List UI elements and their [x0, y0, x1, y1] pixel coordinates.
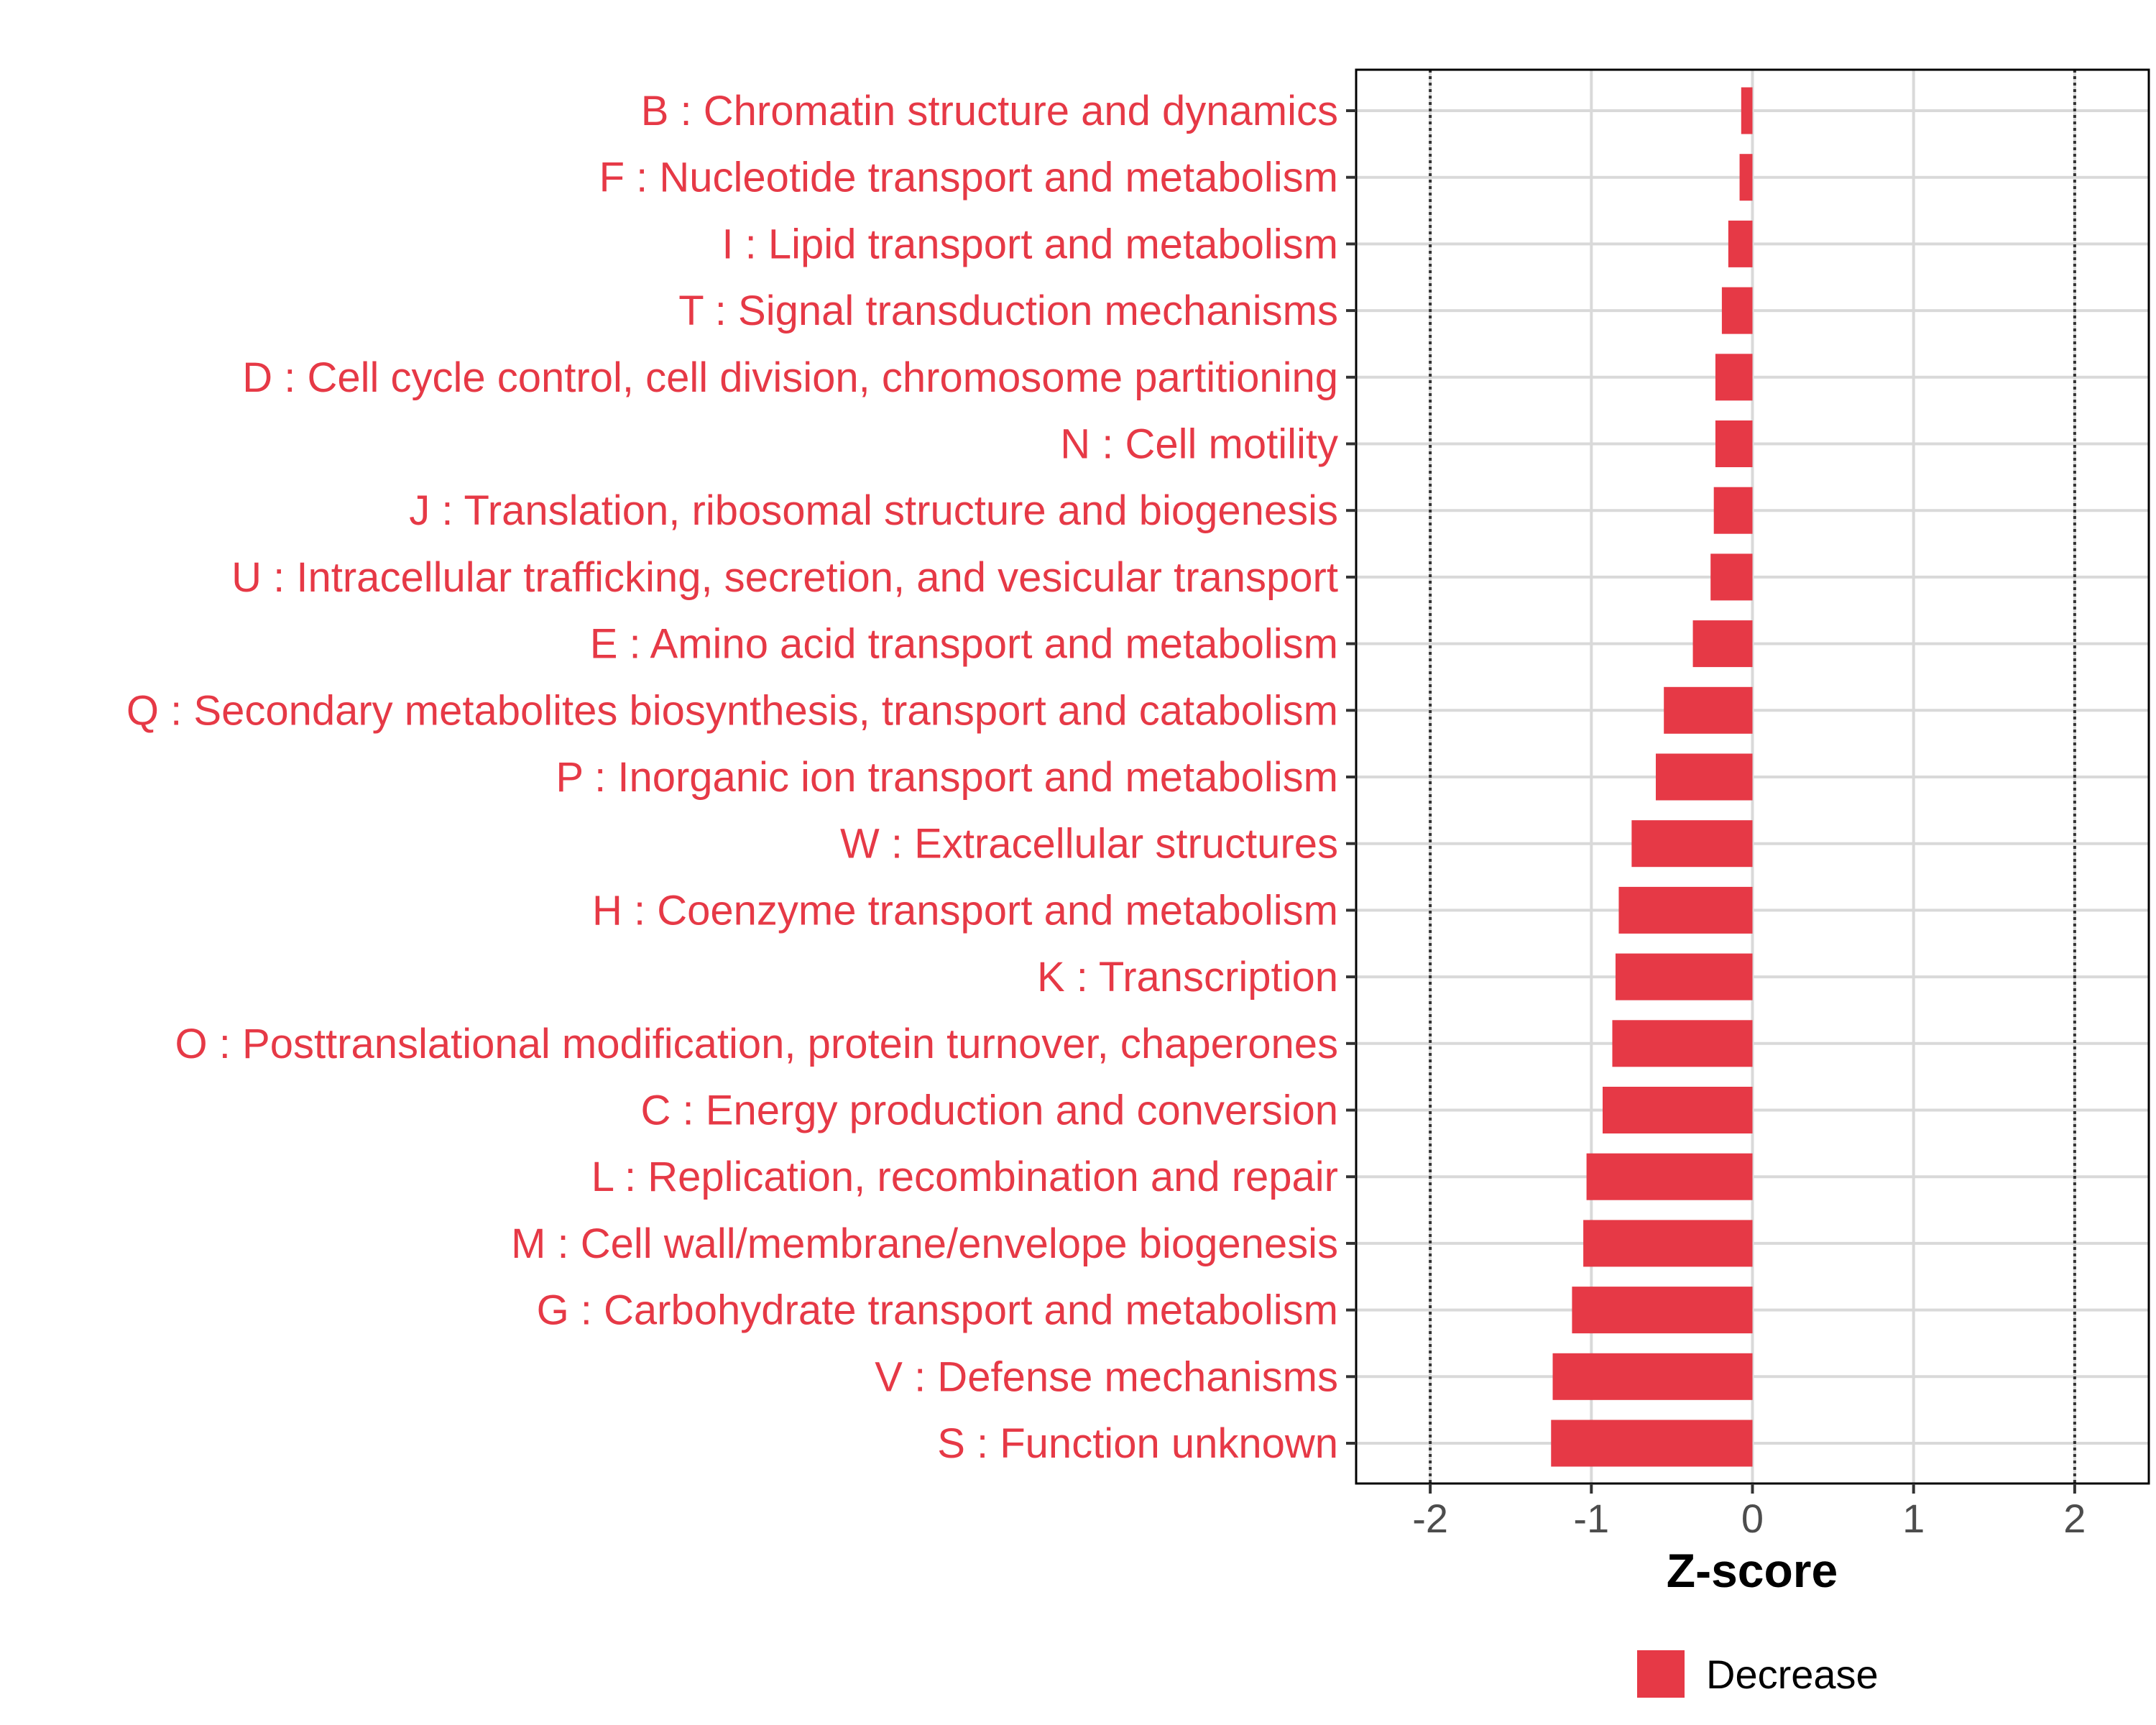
y-tick-label: U : Intracellular trafficking, secretion…	[231, 554, 1338, 601]
bar	[1715, 354, 1753, 401]
bar	[1664, 686, 1753, 734]
bar	[1692, 620, 1753, 668]
bars	[1551, 87, 1753, 1467]
y-tick-label: F : Nucleotide transport and metabolism	[599, 155, 1338, 201]
bar	[1615, 953, 1753, 1000]
bar	[1552, 1353, 1753, 1400]
bar	[1721, 287, 1753, 334]
bar	[1586, 1153, 1753, 1200]
y-tick-label: K : Transcription	[1037, 954, 1338, 1000]
y-tick-label: O : Posttranslational modification, prot…	[175, 1021, 1338, 1067]
y-tick-label: H : Coenzyme transport and metabolism	[592, 887, 1338, 934]
y-tick-label: W : Extracellular structures	[840, 821, 1338, 868]
bar	[1551, 1420, 1753, 1467]
y-tick-label: L : Replication, recombination and repai…	[591, 1154, 1338, 1200]
x-tick-label: 2	[2063, 1496, 2086, 1541]
x-tick-label: -1	[1573, 1496, 1609, 1541]
y-tick-label: J : Translation, ribosomal structure and…	[409, 487, 1338, 534]
y-tick-label: S : Function unknown	[937, 1420, 1338, 1467]
bar	[1572, 1287, 1753, 1334]
bar	[1655, 753, 1753, 801]
y-tick-label: T : Signal transduction mechanisms	[678, 288, 1338, 334]
y-tick-label: M : Cell wall/membrane/envelope biogenes…	[511, 1220, 1338, 1267]
bar	[1739, 154, 1753, 201]
legend: Decrease	[1637, 1650, 1879, 1698]
bar	[1583, 1220, 1753, 1267]
bar	[1710, 553, 1753, 601]
legend-label-decrease: Decrease	[1706, 1652, 1879, 1697]
bar	[1713, 487, 1753, 534]
y-tick-label: D : Cell cycle control, cell division, c…	[242, 354, 1338, 401]
reference-lines	[1429, 70, 2076, 1484]
bar	[1728, 220, 1753, 267]
y-axis: B : Chromatin structure and dynamics F : …	[126, 88, 1356, 1467]
x-axis: -2 -1 0 1 2	[1412, 1484, 2086, 1541]
y-tick-label: B : Chromatin structure and dynamics	[641, 88, 1338, 134]
bar	[1612, 1020, 1753, 1067]
y-tick-label: E : Amino acid transport and metabolism	[590, 621, 1338, 668]
y-tick-label: C : Energy production and conversion	[641, 1087, 1338, 1134]
y-tick-label: N : Cell motility	[1060, 421, 1338, 468]
x-axis-title: Z-score	[1667, 1544, 1838, 1597]
y-tick-label: P : Inorganic ion transport and metaboli…	[556, 754, 1338, 801]
legend-swatch-decrease	[1637, 1650, 1685, 1698]
x-tick-label: 1	[1902, 1496, 1925, 1541]
bar	[1715, 420, 1753, 467]
y-tick-label: G : Carbohydrate transport and metabolis…	[537, 1287, 1338, 1334]
y-tick-label: I : Lipid transport and metabolism	[722, 221, 1338, 267]
y-tick-label: Q : Secondary metabolites biosynthesis, …	[126, 687, 1338, 734]
x-tick-label: -2	[1412, 1496, 1448, 1541]
x-tick-label: 0	[1741, 1496, 1764, 1541]
bar	[1631, 820, 1753, 868]
bar	[1603, 1087, 1753, 1133]
bar	[1741, 87, 1753, 134]
bar	[1618, 886, 1753, 934]
y-tick-label: V : Defense mechanisms	[875, 1353, 1338, 1400]
